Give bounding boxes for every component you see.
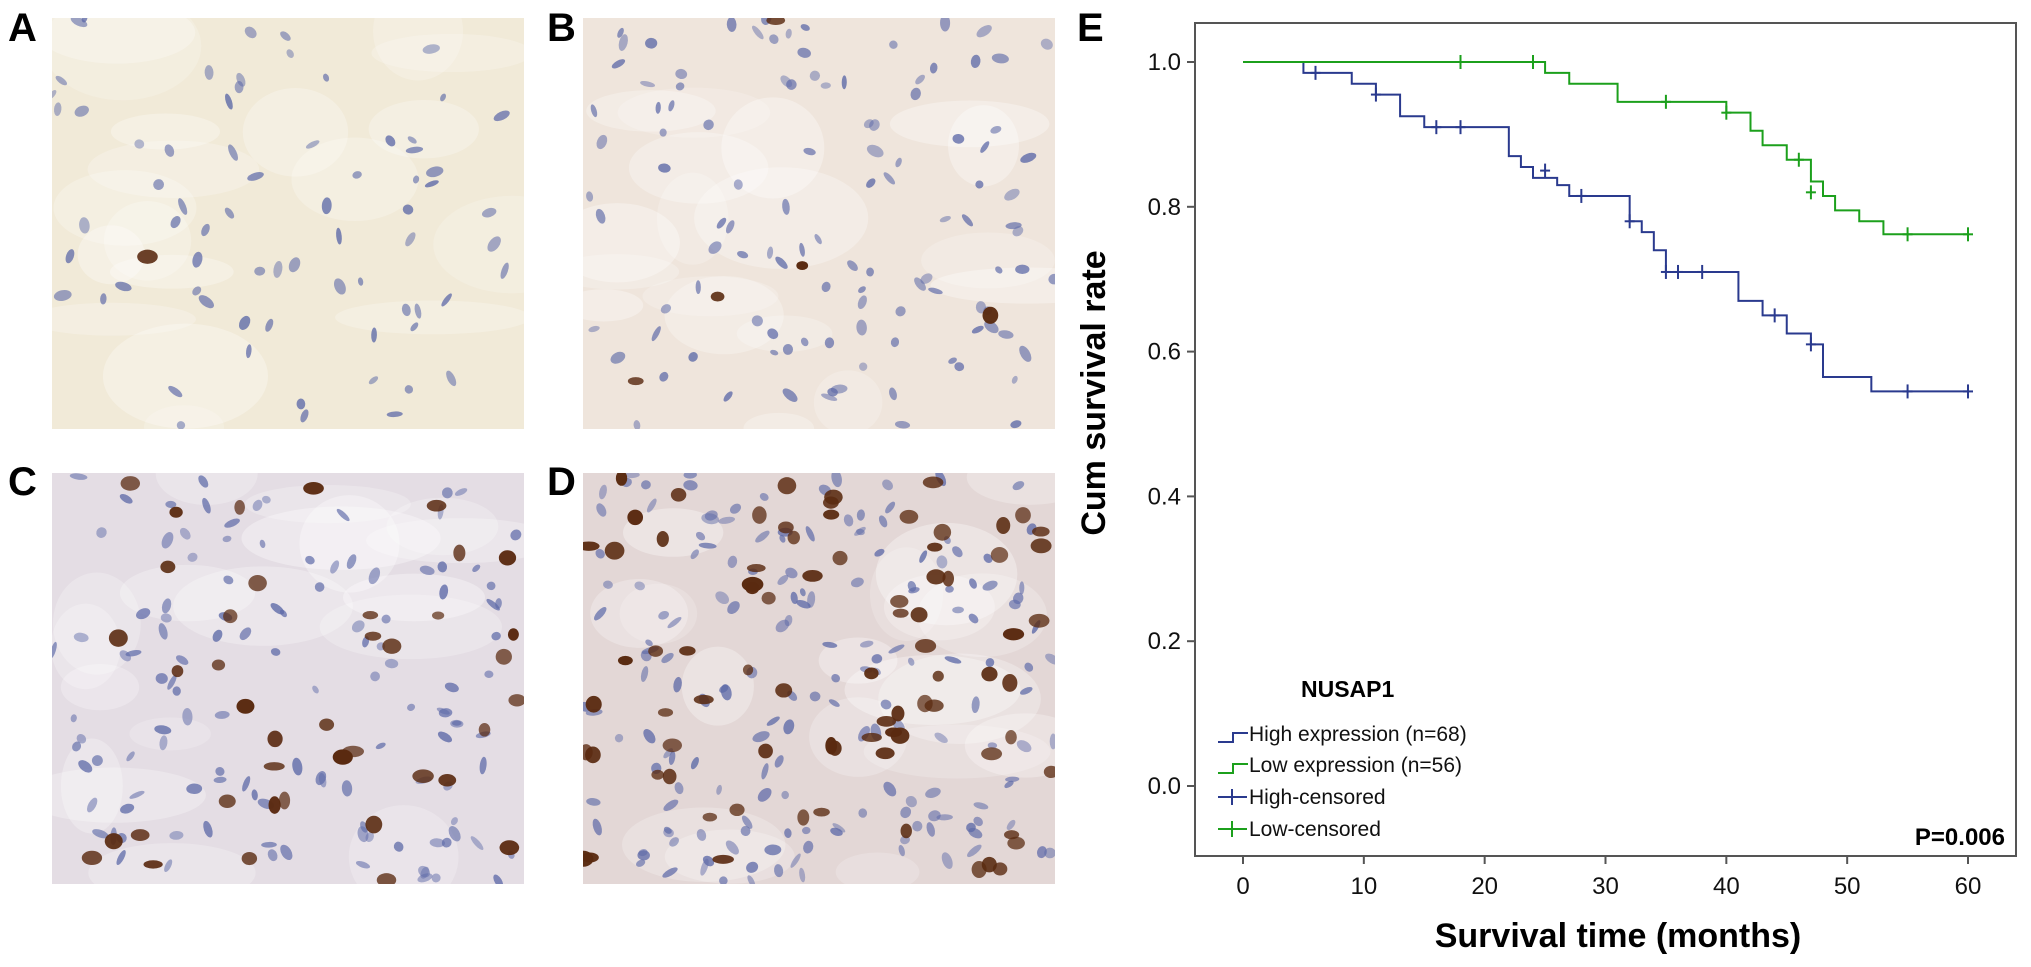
censor-mark-low bbox=[1721, 105, 1732, 120]
legend-item-high-censored: High-censored bbox=[1249, 786, 1386, 809]
censor-mark-low bbox=[1528, 55, 1538, 69]
x-axis: 0 10 20 30 40 50 60 bbox=[1236, 856, 1981, 900]
y-tick-label: 0.0 bbox=[1148, 773, 1181, 800]
censor-mark-high bbox=[1624, 214, 1635, 229]
x-tick-label: 40 bbox=[1713, 873, 1740, 900]
censor-mark-high bbox=[1697, 264, 1708, 279]
censor-mark-high bbox=[1805, 337, 1816, 352]
legend-item-low: Low expression (n=56) bbox=[1249, 754, 1462, 777]
y-axis-title: Cum survival rate bbox=[1075, 250, 1113, 535]
y-tick-label: 0.4 bbox=[1148, 483, 1181, 510]
censor-mark-low bbox=[1902, 227, 1913, 242]
x-tick-label: 30 bbox=[1592, 873, 1619, 900]
survival-chart-svg: 0.0 0.2 0.4 0.6 0.8 1.0 0 10 20 30 40 50 60 Cum sur… bbox=[1075, 22, 2017, 955]
y-tick-label: 0.2 bbox=[1148, 628, 1181, 655]
micrograph-b-image bbox=[583, 18, 1055, 429]
censor-mark-high bbox=[1963, 384, 1973, 399]
micrograph-panel-a bbox=[52, 18, 524, 429]
x-tick-label: 50 bbox=[1834, 873, 1861, 900]
censor-mark-high bbox=[1370, 87, 1381, 102]
censor-mark-high bbox=[1673, 264, 1683, 279]
panel-label-e: E bbox=[1077, 6, 1104, 50]
legend-title: NUSAP1 bbox=[1301, 676, 1395, 702]
plot-frame bbox=[1194, 22, 2017, 857]
legend-item-low-censored: Low-censored bbox=[1249, 818, 1381, 841]
censor-mark-high bbox=[1660, 264, 1671, 279]
censor-mark-high bbox=[1769, 308, 1780, 323]
y-tick-label: 0.8 bbox=[1148, 194, 1181, 221]
x-tick-label: 0 bbox=[1236, 873, 1249, 900]
censor-mark-low bbox=[1963, 227, 1973, 242]
panel-label-a: A bbox=[8, 6, 37, 50]
censor-mark-high bbox=[1455, 120, 1466, 135]
survival-curves bbox=[1243, 55, 1973, 399]
censor-mark-low bbox=[1455, 55, 1466, 69]
censor-mark-high bbox=[1576, 188, 1587, 203]
survival-line-high bbox=[1243, 61, 1968, 393]
x-axis-title: Survival time (months) bbox=[1435, 917, 1802, 955]
legend-swatch-high-censored bbox=[1218, 789, 1247, 805]
censor-mark-low bbox=[1805, 185, 1816, 200]
micrograph-panel-b bbox=[583, 18, 1055, 429]
micrograph-panel-c bbox=[52, 473, 524, 884]
x-tick-label: 20 bbox=[1471, 873, 1498, 900]
x-tick-label: 60 bbox=[1955, 873, 1982, 900]
censor-mark-high bbox=[1431, 120, 1442, 135]
panel-label-b: B bbox=[547, 6, 576, 50]
censor-mark-high bbox=[1310, 65, 1321, 80]
legend-swatch-low-censored bbox=[1218, 821, 1247, 837]
survival-chart: 0.0 0.2 0.4 0.6 0.8 1.0 0 10 20 30 40 50 60 Cum sur… bbox=[1055, 0, 2031, 967]
censor-mark-low bbox=[1793, 152, 1804, 167]
censor-mark-high bbox=[1902, 384, 1913, 399]
p-value-annotation: P=0.006 bbox=[1915, 824, 2005, 851]
panel-label-c: C bbox=[8, 460, 37, 504]
censor-mark-low bbox=[1660, 94, 1671, 109]
y-tick-label: 1.0 bbox=[1148, 49, 1181, 76]
x-tick-label: 10 bbox=[1350, 873, 1377, 900]
micrograph-a-image bbox=[52, 18, 524, 429]
legend-item-high: High expression (n=68) bbox=[1249, 723, 1467, 746]
legend-swatch-low bbox=[1218, 763, 1248, 774]
micrograph-c-image bbox=[52, 473, 524, 884]
survival-line-low bbox=[1243, 61, 1968, 236]
censor-mark-high bbox=[1540, 163, 1551, 178]
y-axis: 0.0 0.2 0.4 0.6 0.8 1.0 bbox=[1148, 49, 1195, 800]
legend: NUSAP1 High expression (n=68) Low expres… bbox=[1218, 676, 1467, 841]
micrograph-d-image bbox=[583, 473, 1055, 884]
y-tick-label: 0.6 bbox=[1148, 339, 1181, 366]
micrograph-panel-d bbox=[583, 473, 1055, 884]
legend-swatch-high bbox=[1218, 732, 1248, 743]
panel-label-d: D bbox=[547, 460, 576, 504]
